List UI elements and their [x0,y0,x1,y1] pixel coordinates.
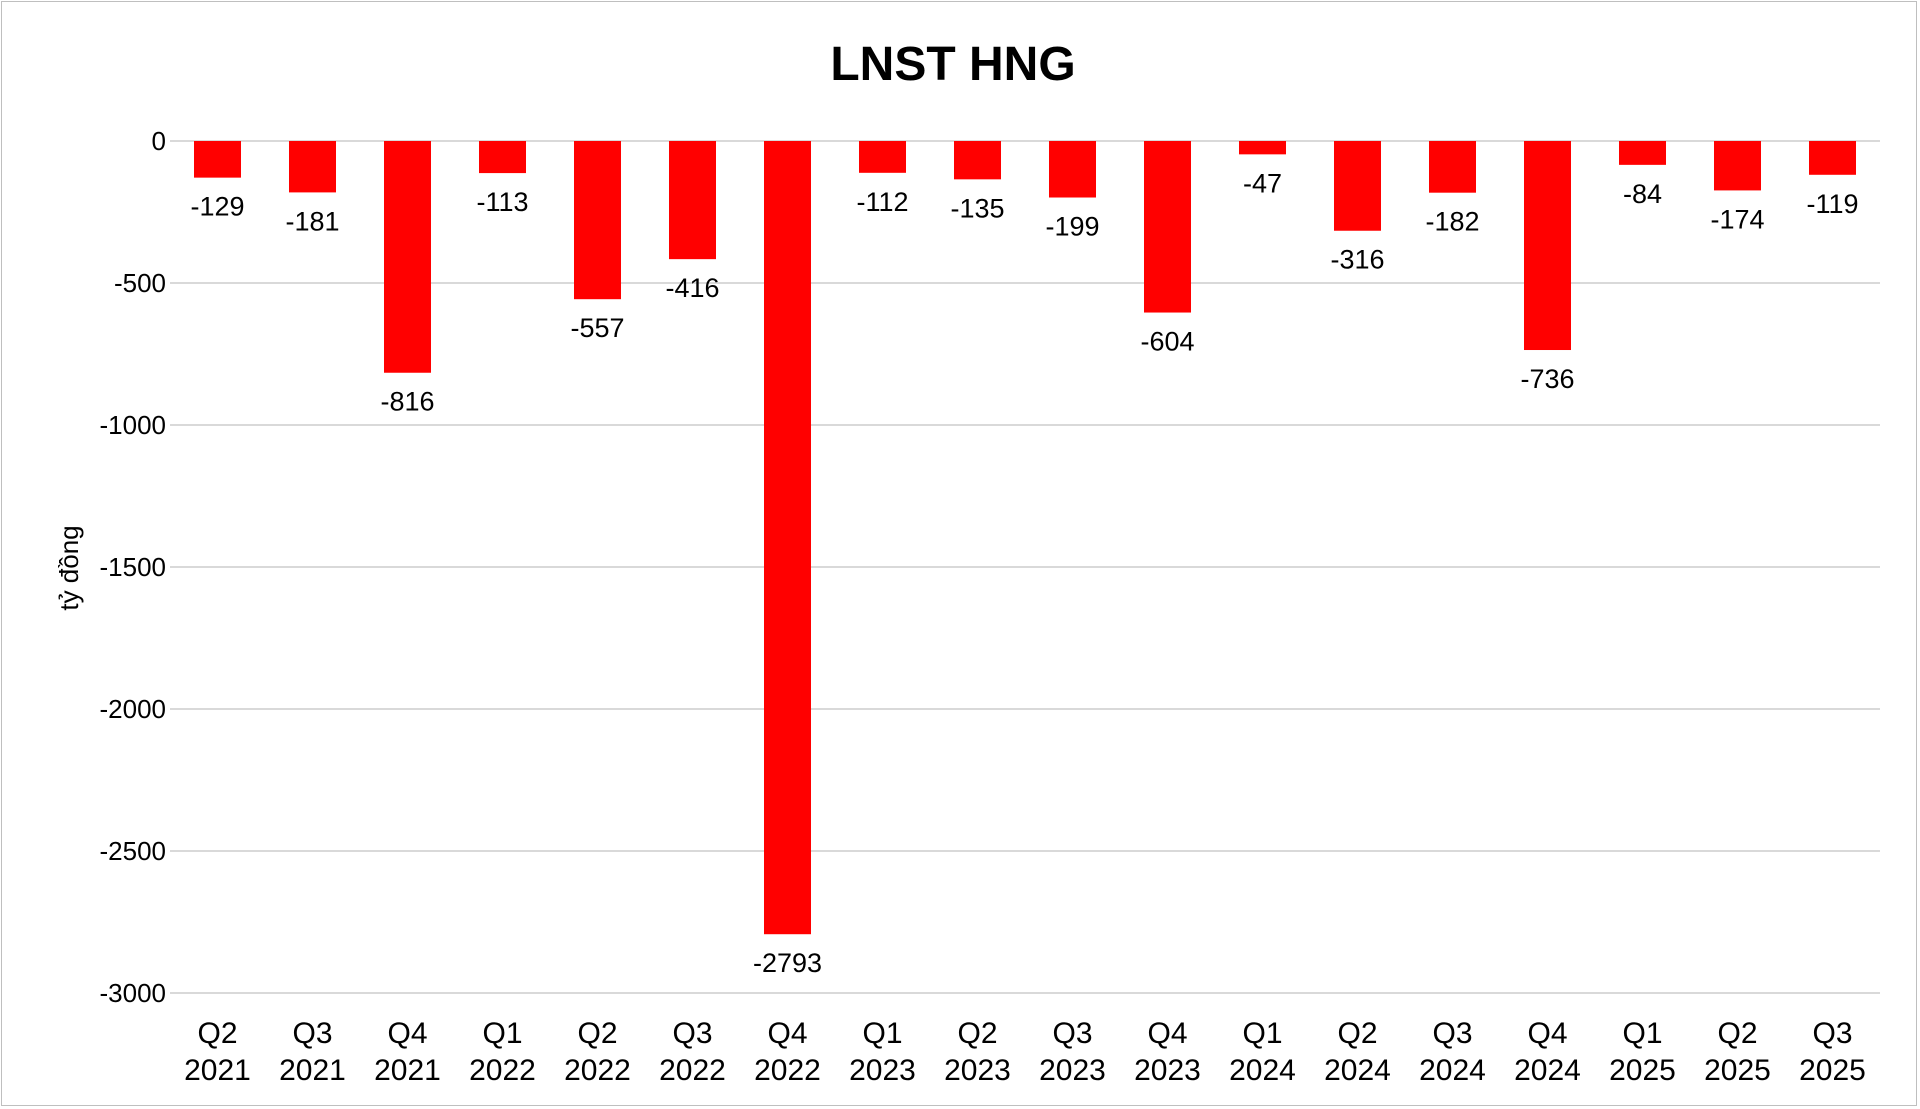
bar [479,141,526,174]
x-tick-year: 2025 [1799,1054,1866,1087]
bar [574,141,621,300]
bar [1619,141,1666,165]
x-tick-quarter: Q4 [767,1017,807,1050]
x-tick-year: 2024 [1419,1054,1486,1087]
data-label: -112 [856,187,908,217]
bar [1334,141,1381,231]
x-tick-year: 2023 [1134,1054,1201,1087]
bar [1239,141,1286,155]
x-tick-quarter: Q3 [672,1017,712,1050]
y-tick-label: 0 [152,126,166,156]
data-label: -816 [380,387,434,417]
x-tick-quarter: Q3 [1432,1017,1472,1050]
x-tick-quarter: Q3 [1812,1017,1852,1050]
x-tick-year: 2022 [754,1054,821,1087]
x-tick-quarter: Q1 [862,1017,902,1050]
y-axis-ticks: 0 -500 -1000 -1500 -2000 -2500 -3000 [100,126,167,1008]
y-axis-label: tỷ đồng [54,525,84,610]
x-tick-year: 2022 [469,1054,536,1087]
bars [194,141,1856,935]
x-tick-year: 2023 [849,1054,916,1087]
x-tick-year: 2021 [374,1054,441,1087]
data-label: -736 [1520,364,1574,394]
bar [289,141,336,193]
y-tick-label: -1000 [100,410,167,440]
x-tick-year: 2024 [1229,1054,1296,1087]
bar [194,141,241,178]
x-tick-quarter: Q2 [577,1017,617,1050]
x-tick-year: 2024 [1514,1054,1581,1087]
data-label: -557 [570,313,624,343]
x-tick-quarter: Q4 [1527,1017,1567,1050]
x-tick-quarter: Q1 [1242,1017,1282,1050]
data-labels: -129 -181 -816 -113 -557 -416 -2793 -112 -135 -19… [190,168,1858,978]
data-label: -316 [1330,245,1384,275]
chart-title: LNST HNG [830,38,1075,91]
x-tick-quarter: Q4 [387,1017,427,1050]
data-label: -113 [476,187,528,217]
x-tick-year: 2022 [659,1054,726,1087]
data-label: -199 [1045,212,1099,242]
bar [954,141,1001,180]
x-tick-quarter: Q3 [292,1017,332,1050]
x-tick-year: 2021 [184,1054,251,1087]
x-tick-year: 2023 [944,1054,1011,1087]
data-label: -129 [190,192,244,222]
bar [1524,141,1571,351]
data-label: -174 [1710,204,1764,234]
y-tick-label: -2000 [100,694,167,724]
data-label: -119 [1806,189,1858,219]
y-tick-label: -500 [114,268,166,298]
bar [1144,141,1191,313]
y-tick-label: -3000 [100,978,167,1008]
bar [384,141,431,373]
x-tick-year: 2025 [1609,1054,1676,1087]
bar [764,141,811,935]
x-tick-year: 2024 [1324,1054,1391,1087]
gridlines [170,140,1880,994]
data-label: -84 [1623,179,1662,209]
bar [1429,141,1476,193]
x-tick-year: 2021 [279,1054,346,1087]
x-tick-quarter: Q1 [1622,1017,1662,1050]
x-tick-year: 2022 [564,1054,631,1087]
data-label: -604 [1140,327,1194,357]
data-label: -182 [1425,207,1479,237]
x-axis-ticks: Q2 2021 Q3 2021 Q4 2021 Q1 2022 Q2 2022 Q3 2022 Q4 20… [184,1017,1866,1087]
bar [1809,141,1856,175]
x-tick-year: 2025 [1704,1054,1771,1087]
x-tick-quarter: Q2 [1717,1017,1757,1050]
bar [669,141,716,260]
x-tick-quarter: Q4 [1147,1017,1187,1050]
y-tick-label: -2500 [100,836,167,866]
bar [1049,141,1096,198]
x-tick-quarter: Q2 [1337,1017,1377,1050]
y-tick-label: -1500 [100,552,167,582]
data-label: -416 [665,273,719,303]
x-tick-year: 2023 [1039,1054,1106,1087]
data-label: -181 [285,206,339,236]
data-label: -2793 [753,948,822,978]
bar [859,141,906,173]
x-tick-quarter: Q2 [957,1017,997,1050]
bar [1714,141,1761,191]
x-tick-quarter: Q2 [197,1017,237,1050]
data-label: -135 [950,193,1004,223]
x-tick-quarter: Q3 [1052,1017,1092,1050]
data-label: -47 [1243,168,1282,198]
x-tick-quarter: Q1 [482,1017,522,1050]
